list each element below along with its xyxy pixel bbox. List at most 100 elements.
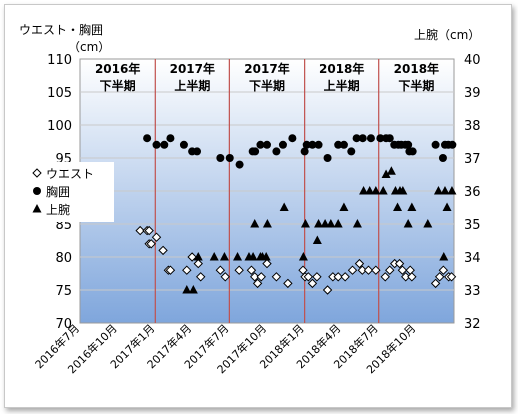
data-point (307, 278, 318, 289)
data-point (433, 186, 443, 195)
data-point (352, 134, 361, 143)
data-point (146, 239, 156, 249)
data-point (339, 140, 348, 149)
period-label-half: 上半期 (174, 78, 210, 93)
period-label-year: 2016年 (95, 61, 140, 76)
data-point (438, 265, 449, 275)
left-axis-title-line1: ウエスト・胸囲 (19, 22, 103, 37)
data-point (271, 272, 282, 282)
data-point (234, 265, 244, 275)
data-point (278, 140, 287, 149)
data-point (323, 154, 332, 162)
data-point (334, 140, 343, 149)
data-point (397, 265, 408, 275)
data-point (347, 265, 358, 275)
data-point (298, 252, 308, 261)
data-point (358, 134, 367, 143)
data-point (182, 285, 192, 294)
data-point (209, 252, 219, 261)
data-point (326, 219, 336, 228)
data-point (251, 147, 260, 156)
legend-marker (32, 204, 42, 213)
data-point (225, 154, 234, 162)
data-point (407, 202, 417, 211)
data-point (440, 186, 450, 195)
data-point (320, 219, 330, 228)
period-label-half: 上半期 (324, 78, 360, 93)
data-point (339, 202, 349, 211)
data-point (250, 219, 260, 228)
series-3 (182, 166, 457, 294)
y-right-tick-label: 38 (464, 119, 481, 134)
y-right-tick-label: 34 (464, 251, 481, 266)
data-point (322, 285, 333, 295)
period-label-year: 2017年 (170, 61, 215, 76)
data-point (438, 154, 447, 162)
data-point (256, 272, 266, 282)
data-point (376, 134, 385, 143)
y-left-tick-label: 110 (47, 53, 72, 68)
period-label-half: 下半期 (100, 78, 136, 93)
data-point (272, 147, 281, 156)
legend-label: 胸囲 (46, 184, 70, 199)
data-point (404, 140, 413, 149)
data-point (442, 202, 452, 211)
data-point (233, 252, 243, 261)
data-point (151, 232, 162, 242)
legend-marker (33, 187, 41, 195)
data-point (381, 169, 391, 178)
data-point (312, 272, 322, 282)
data-point (380, 272, 390, 282)
data-point (430, 278, 441, 289)
right-axis-title: 上腕（cm） (414, 27, 480, 42)
legend-label: ウエスト (46, 167, 94, 181)
data-point (152, 140, 161, 149)
legend-marker (32, 168, 42, 178)
data-point (393, 202, 403, 211)
y-left-tick-label: 105 (47, 86, 72, 101)
data-point (439, 252, 449, 261)
data-point (279, 202, 289, 211)
data-point (448, 140, 457, 149)
data-point (363, 265, 374, 275)
y-right-tick-label: 35 (464, 218, 481, 233)
data-point (196, 272, 206, 282)
y-right-tick-label: 37 (464, 152, 481, 167)
data-point (354, 258, 365, 269)
data-point (394, 258, 405, 269)
data-point (219, 252, 229, 261)
data-point (135, 225, 145, 236)
data-point (401, 272, 411, 282)
data-point (378, 186, 388, 195)
data-point (193, 258, 203, 269)
data-point (371, 265, 381, 275)
y-right-tick-label: 39 (464, 86, 481, 101)
data-point (386, 166, 396, 175)
legend-label: 上腕 (46, 202, 70, 217)
left-axis-title-line2: （cm） (68, 40, 110, 54)
data-point (446, 272, 457, 282)
data-point (333, 272, 343, 282)
data-point (359, 186, 369, 195)
data-point (252, 278, 263, 289)
series-2 (143, 134, 457, 169)
data-point (447, 186, 457, 195)
data-point (340, 272, 350, 282)
data-point (300, 147, 309, 156)
y-left-tick-label: 75 (55, 284, 72, 299)
chart-card: ウエスト・胸囲 （cm） 上腕（cm） 2016年 下半期 2017年 上半期 2017… (4, 4, 512, 408)
period-label-year: 2018年 (319, 61, 364, 76)
period-label-half: 下半期 (249, 78, 285, 93)
data-point (302, 140, 311, 149)
data-point (246, 265, 257, 275)
data-point (263, 140, 271, 149)
data-point (366, 134, 375, 143)
data-point (235, 160, 244, 169)
y-left-tick-label: 80 (55, 251, 72, 266)
data-point (193, 147, 202, 156)
data-point (215, 265, 226, 275)
data-point (407, 272, 417, 282)
data-point (261, 252, 271, 261)
